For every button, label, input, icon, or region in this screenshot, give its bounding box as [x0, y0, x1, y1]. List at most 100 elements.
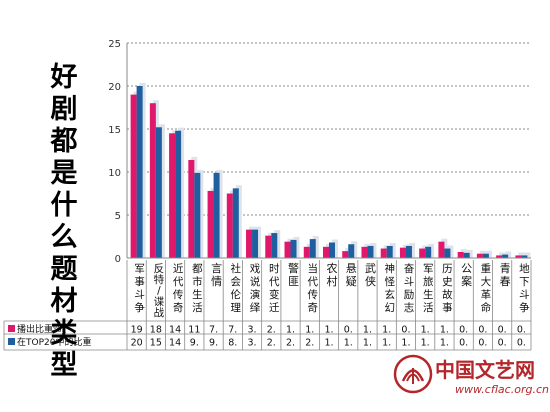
- table-value: 0.: [517, 338, 526, 349]
- bar-series2: [348, 244, 355, 258]
- bar-series1: [265, 235, 272, 258]
- category-label: 言: [211, 262, 222, 275]
- table-value: 8.: [228, 338, 237, 349]
- category-label: 史: [442, 276, 453, 288]
- category-label: 武: [365, 262, 376, 275]
- table-value: 14: [169, 338, 181, 349]
- category-label: 代: [308, 276, 319, 288]
- bar-series2: [290, 239, 297, 258]
- bar-series1: [496, 255, 503, 258]
- y-tick-label: 10: [108, 168, 121, 179]
- category-label: 志: [404, 301, 415, 314]
- category-label: 斗: [519, 289, 530, 301]
- table-value: 0.: [344, 325, 353, 336]
- category-label: 争: [519, 301, 530, 314]
- category-label: 励: [404, 288, 415, 301]
- table-value: 1.: [324, 325, 333, 336]
- table-value: 1.: [421, 338, 430, 349]
- category-label: 戏: [250, 263, 261, 275]
- category-label: 重: [481, 262, 492, 275]
- bar-series1: [226, 193, 233, 258]
- grid-layer: [127, 42, 531, 216]
- category-label: 当: [308, 262, 319, 275]
- bar-series1: [188, 159, 195, 258]
- bar-series2: [271, 233, 278, 258]
- category-label: 活: [423, 302, 434, 314]
- bar-series1: [284, 241, 291, 258]
- category-label: 社: [231, 262, 242, 275]
- y-tick-label: 20: [108, 82, 121, 93]
- bar-series2: [425, 246, 432, 258]
- table-value: 7.: [228, 325, 237, 336]
- table-value: 1.: [363, 338, 372, 349]
- category-label: 农: [327, 261, 338, 275]
- legend-swatch: [8, 325, 15, 332]
- bar-series1: [342, 251, 349, 258]
- category-label: 代: [173, 276, 184, 288]
- table-value: 0.: [401, 325, 410, 336]
- site-logo-icon: [393, 354, 433, 394]
- table-value: 2.: [267, 325, 276, 336]
- category-label: 青: [500, 262, 511, 275]
- table-value: 0.: [498, 325, 507, 336]
- category-label: 村: [327, 274, 338, 288]
- category-label: 说: [250, 275, 261, 288]
- table-value: 1.: [382, 325, 391, 336]
- category-label: 历: [442, 263, 453, 275]
- bar-layer: [130, 86, 528, 258]
- category-label: 斗: [404, 276, 415, 288]
- category-label: 都: [192, 263, 203, 275]
- category-label: 特: [154, 274, 165, 286]
- category-label: 情: [211, 275, 222, 288]
- category-label: 变: [269, 288, 280, 301]
- table-value: 9.: [209, 338, 218, 349]
- table-value: 9.: [190, 338, 199, 349]
- y-tick-label: 0: [115, 254, 121, 265]
- table-value: 1.: [363, 325, 372, 336]
- category-label: 案: [461, 274, 472, 288]
- bar-series1: [303, 246, 310, 258]
- table-value: 0.: [498, 338, 507, 349]
- watermark-url: www.cflac.org.cn: [455, 383, 549, 396]
- category-label: 下: [519, 276, 530, 288]
- category-label: 怪: [384, 275, 395, 288]
- table-value: 0.: [459, 325, 468, 336]
- watermark-text: 中国文艺网: [435, 358, 535, 382]
- bar-series2: [405, 245, 412, 258]
- category-label: 疑: [346, 275, 357, 288]
- bar-series2: [309, 239, 316, 258]
- bar-series1: [246, 229, 253, 258]
- bar-series1: [323, 246, 329, 258]
- category-label: 大: [481, 275, 492, 288]
- bar-series1: [149, 103, 156, 258]
- table-value: 11: [188, 325, 200, 336]
- table-value: 19: [131, 325, 143, 336]
- category-label: 伦: [231, 288, 242, 301]
- bar-series2: [463, 252, 470, 258]
- category-label: 活: [192, 302, 203, 314]
- category-label: 争: [134, 301, 145, 314]
- category-label: 市: [192, 275, 203, 288]
- bar-series2: [482, 253, 489, 258]
- table-value: 2.: [267, 338, 276, 349]
- category-label: 传: [173, 289, 184, 301]
- category-label: 生: [192, 288, 203, 301]
- table-value: 1.: [324, 338, 333, 349]
- bar-series2: [502, 254, 509, 258]
- category-label: 悬: [346, 262, 357, 275]
- bar-shadow: [518, 252, 525, 258]
- bar-series2: [521, 255, 528, 258]
- category-label: 时: [269, 263, 280, 275]
- table-value: 0.: [478, 338, 487, 349]
- y-tick-label: 25: [108, 39, 121, 50]
- category-label: 春: [500, 275, 511, 288]
- bar-series2: [136, 86, 143, 258]
- bar-shadow: [524, 252, 531, 258]
- table-value: 1.: [440, 338, 449, 349]
- bar-series1: [130, 94, 137, 258]
- category-label: 奋: [404, 262, 415, 275]
- bar-series1: [438, 241, 445, 258]
- table-value: 18: [150, 325, 162, 336]
- watermark: 中国文艺网 www.cflac.org.cn: [393, 352, 549, 408]
